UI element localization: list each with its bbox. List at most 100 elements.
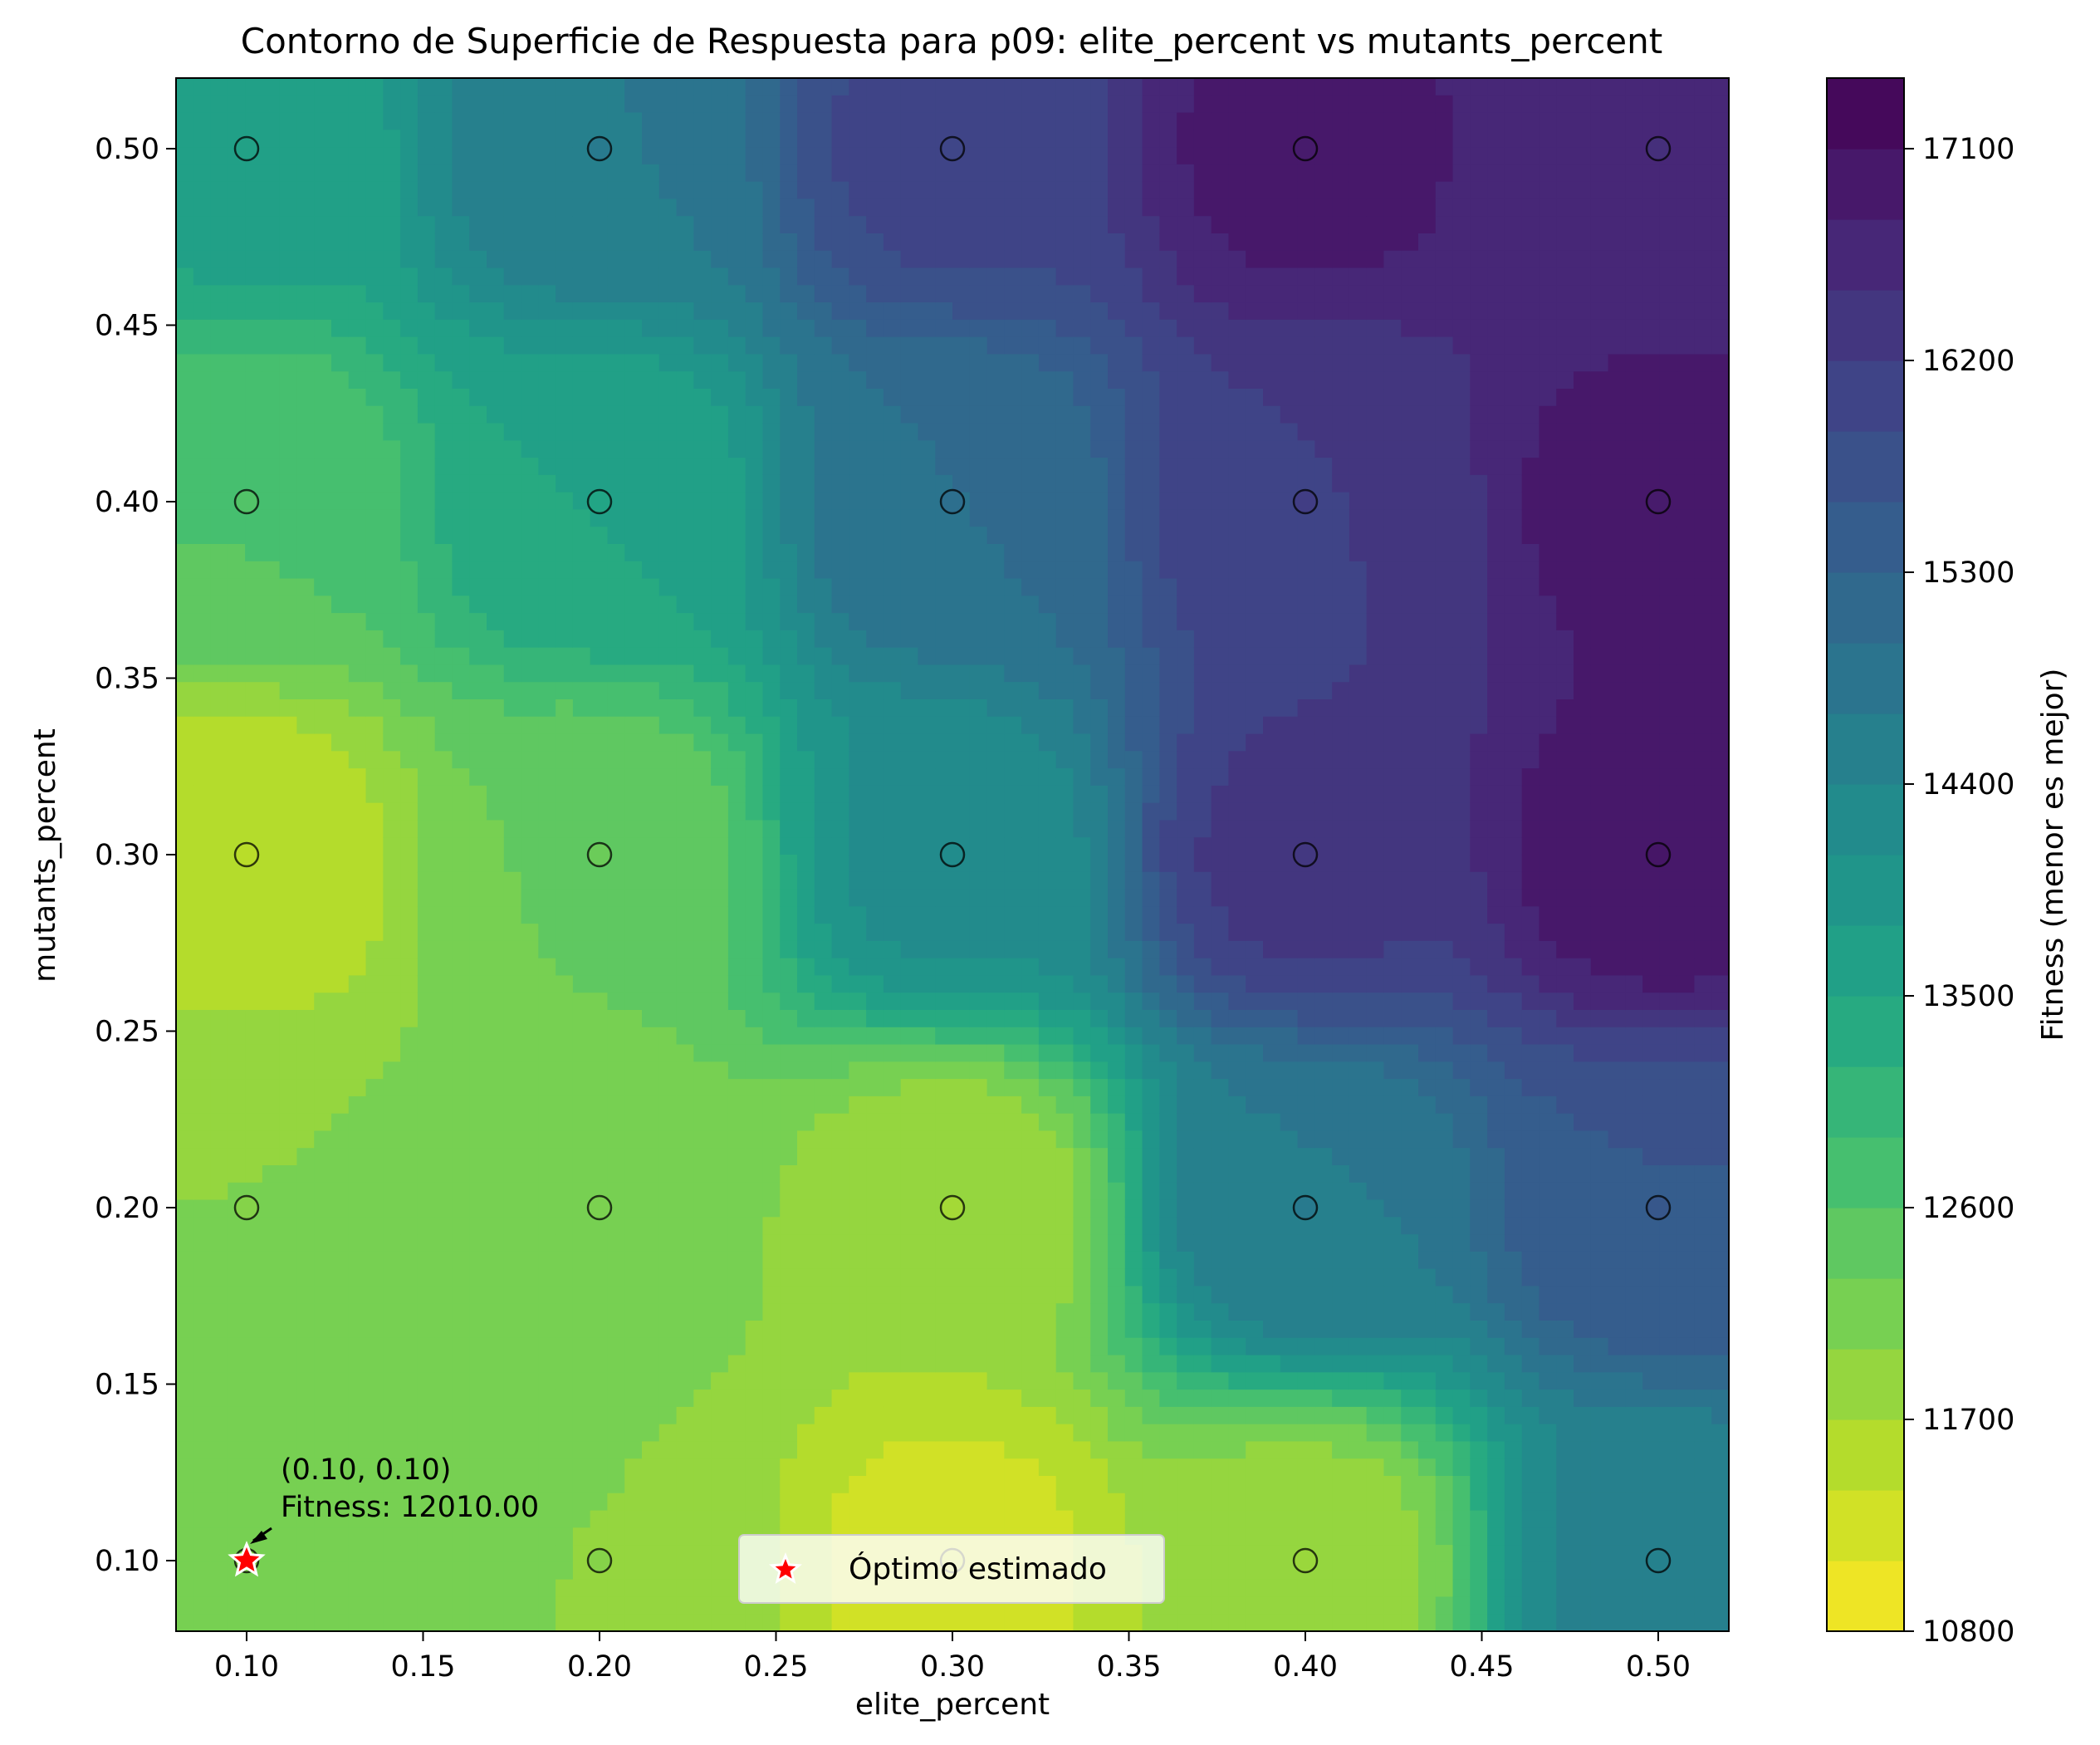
contour-cell	[193, 613, 212, 631]
contour-cell	[969, 958, 988, 977]
contour-cell	[538, 405, 556, 424]
contour-cell	[331, 647, 350, 666]
contour-cell	[279, 596, 298, 614]
contour-cell	[642, 1390, 660, 1408]
contour-cell	[487, 1476, 505, 1494]
contour-cell	[538, 596, 556, 614]
contour-cell	[279, 319, 298, 338]
contour-cell	[745, 1321, 764, 1339]
contour-cell	[1055, 302, 1074, 321]
contour-cell	[711, 664, 729, 683]
contour-cell	[469, 940, 487, 959]
contour-cell	[1004, 199, 1022, 217]
contour-cell	[400, 682, 419, 700]
contour-cell	[780, 664, 798, 683]
contour-cell	[176, 820, 194, 838]
contour-cell	[658, 250, 678, 269]
contour-cell	[797, 975, 815, 993]
contour-cell	[1073, 1148, 1091, 1166]
contour-cell	[452, 820, 470, 838]
contour-cell	[1090, 820, 1109, 838]
contour-cell	[314, 423, 332, 441]
contour-cell	[228, 423, 246, 441]
contour-cell	[314, 1096, 332, 1115]
contour-cell	[900, 1217, 919, 1235]
contour-cell	[245, 1614, 263, 1631]
contour-cell	[590, 1096, 609, 1115]
contour-cell	[400, 78, 419, 96]
contour-cell	[849, 1441, 867, 1459]
contour-cell	[228, 1182, 246, 1201]
contour-cell	[176, 699, 194, 718]
contour-cell	[279, 1441, 298, 1459]
contour-cell	[572, 1493, 591, 1512]
contour-cell	[1108, 1182, 1126, 1201]
contour-cell	[745, 716, 764, 735]
contour-cell	[452, 164, 470, 183]
contour-cell	[538, 1182, 556, 1201]
contour-cell	[228, 1355, 246, 1373]
contour-cell	[969, 371, 988, 390]
contour-cell	[400, 267, 419, 286]
contour-cell	[1124, 509, 1143, 527]
contour-cell	[918, 458, 936, 476]
contour-cell	[331, 147, 350, 165]
contour-cell	[969, 1268, 988, 1287]
contour-cell	[797, 78, 815, 96]
contour-cell	[883, 302, 902, 321]
contour-cell	[745, 250, 764, 269]
contour-cell	[331, 1165, 350, 1184]
contour-cell	[417, 1355, 436, 1373]
contour-cell	[228, 527, 246, 545]
contour-cell	[727, 319, 747, 338]
contour-cell	[245, 1010, 263, 1028]
contour-cell	[762, 1061, 781, 1080]
contour-cell	[1108, 130, 1126, 148]
contour-cell	[296, 871, 315, 890]
contour-cell	[193, 1458, 212, 1477]
contour-cell	[279, 1096, 298, 1115]
contour-cell	[1073, 785, 1091, 804]
contour-cell	[469, 458, 487, 476]
contour-cell	[693, 1010, 712, 1028]
contour-cell	[624, 1441, 643, 1459]
contour-cell	[866, 1476, 884, 1494]
contour-cell	[556, 405, 574, 424]
contour-cell	[797, 458, 815, 476]
contour-cell	[1038, 733, 1057, 752]
contour-cell	[986, 1303, 1005, 1321]
contour-cell	[503, 1217, 522, 1235]
contour-cell	[969, 578, 988, 596]
contour-cell	[831, 802, 849, 821]
contour-cell	[365, 1424, 384, 1443]
contour-cell	[296, 958, 315, 977]
contour-cell	[228, 1476, 246, 1494]
contour-cell	[918, 1337, 936, 1356]
contour-cell	[331, 1406, 350, 1425]
contour-cell	[624, 561, 643, 580]
contour-cell	[417, 544, 436, 562]
contour-cell	[331, 993, 350, 1011]
contour-cell	[676, 1096, 694, 1115]
contour-cell	[1055, 1044, 1074, 1062]
contour-cell	[745, 1061, 764, 1080]
contour-cell	[1073, 181, 1091, 200]
contour-cell	[814, 130, 833, 148]
contour-cell	[883, 1355, 902, 1373]
contour-cell	[296, 1476, 315, 1494]
contour-cell	[986, 1010, 1005, 1028]
contour-cell	[849, 837, 867, 855]
contour-cell	[245, 1321, 263, 1339]
contour-cell	[590, 820, 609, 838]
contour-cell	[452, 1441, 470, 1459]
contour-cell	[556, 1406, 574, 1425]
contour-cell	[279, 1251, 298, 1270]
contour-cell	[487, 785, 505, 804]
contour-cell	[228, 993, 246, 1011]
contour-cell	[658, 233, 678, 252]
contour-cell	[487, 1286, 505, 1304]
contour-cell	[607, 1355, 625, 1373]
contour-cell	[969, 1493, 988, 1512]
contour-cell	[1073, 95, 1091, 114]
contour-cell	[556, 561, 574, 580]
